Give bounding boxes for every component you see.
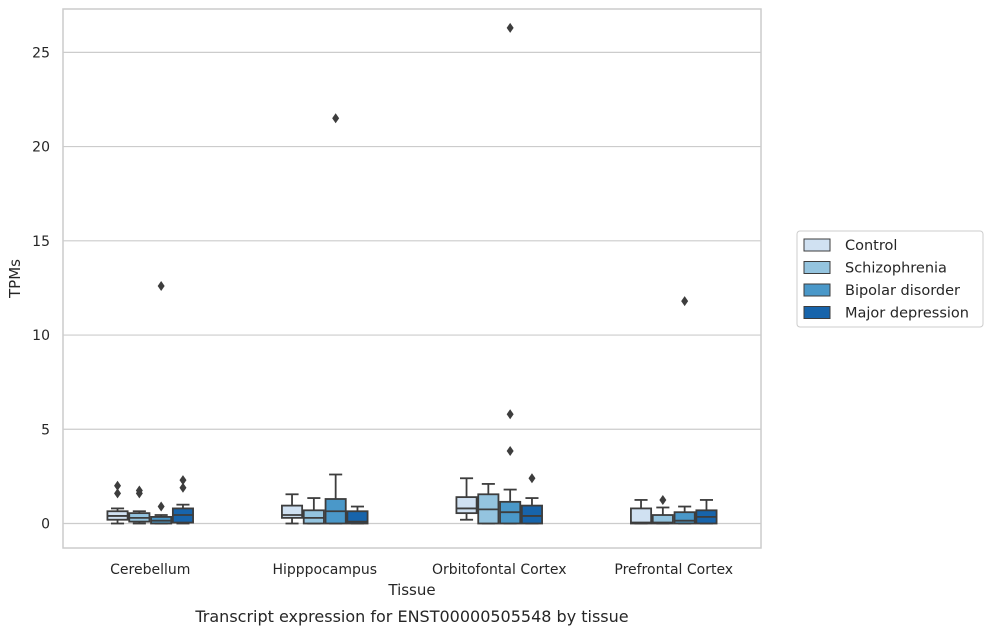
box-body (455, 496, 478, 515)
box-1-0 (281, 493, 304, 525)
gridlines (63, 51, 761, 525)
outlier-point (114, 480, 122, 491)
x-tick-labels: Cerebellum Hipppocampus Orbitofontal Corte… (110, 562, 733, 578)
outlier-point (179, 475, 187, 486)
legend-swatch (803, 306, 831, 319)
box-body (673, 511, 696, 525)
box-2-1 (477, 483, 500, 525)
outlier-point (114, 488, 122, 499)
chart-caption: Transcript expression for ENST0000050554… (194, 607, 628, 626)
box-0-2 (150, 281, 173, 525)
box-body (520, 504, 543, 525)
x-tick-label: Hipppocampus (272, 562, 377, 578)
x-axis-label: Tissue (387, 581, 435, 599)
y-axis-label: TPMs (6, 259, 24, 299)
outlier-point (506, 409, 514, 420)
outlier-point (179, 482, 187, 493)
legend-entry: Schizophrenia (845, 261, 947, 277)
box-3-3 (695, 499, 718, 525)
y-tick-label: 25 (32, 45, 50, 61)
legend-entry: Control (845, 238, 897, 254)
outlier-point (506, 445, 514, 456)
box-2-0 (455, 477, 478, 521)
box-0-1 (128, 485, 151, 525)
outlier-point (528, 473, 536, 484)
box-body (346, 510, 369, 525)
box-3-0 (630, 499, 653, 525)
y-tick-label: 15 (32, 234, 50, 250)
outlier-point (157, 281, 165, 292)
outlier-point (332, 113, 340, 124)
box-0-3 (171, 475, 194, 525)
x-tick-label: Prefrontal Cortex (614, 562, 733, 578)
legend-swatch (803, 261, 831, 274)
outlier-point (157, 501, 165, 512)
box-2-3 (520, 473, 543, 525)
outlier-point (659, 494, 667, 505)
y-tick-label: 5 (41, 422, 50, 438)
box-1-1 (302, 497, 325, 525)
y-tick-label: 0 (41, 517, 50, 533)
box-1-2 (324, 113, 347, 525)
legend-frame (796, 230, 984, 328)
outlier-point (135, 485, 143, 496)
y-tick-label: 20 (32, 140, 50, 156)
plot-area-frame (62, 8, 762, 549)
x-tick-label: Cerebellum (110, 562, 190, 578)
legend-entry: Bipolar disorder (845, 283, 960, 299)
legend: Control Schizophrenia Bipolar disorder Majo… (796, 230, 984, 328)
box-2-2 (499, 22, 522, 525)
box-body (630, 507, 653, 525)
y-tick-label: 10 (32, 328, 50, 344)
box-3-2 (673, 296, 696, 525)
box-series (106, 22, 718, 525)
legend-swatch (803, 283, 831, 297)
x-tick-label: Orbitofontal Cortex (432, 562, 567, 578)
box-body (302, 509, 325, 525)
outlier-point (506, 22, 514, 33)
box-3-1 (651, 494, 674, 525)
legend-entry: Major depression (845, 306, 969, 322)
legend-swatch (803, 238, 831, 252)
y-tick-labels: 0 5 10 15 20 25 (32, 45, 50, 532)
box-0-0 (106, 480, 129, 525)
box-1-3 (346, 505, 369, 525)
box-body (651, 514, 674, 525)
box-body (281, 504, 304, 519)
outlier-point (681, 296, 689, 307)
